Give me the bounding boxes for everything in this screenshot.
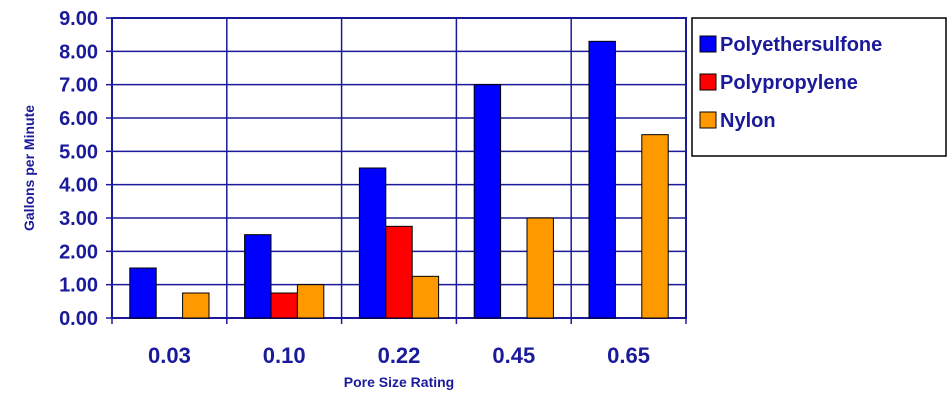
legend-label: Polypropylene <box>720 72 858 94</box>
y-tick-label: 5.00 <box>59 141 98 163</box>
x-tick-label: 0.65 <box>607 343 650 368</box>
x-tick-label: 0.22 <box>378 343 421 368</box>
x-tick-label: 0.45 <box>492 343 535 368</box>
bar-nylon-0.45 <box>526 217 554 319</box>
legend: Polyethersulfone Polypropylene Nylon <box>691 17 947 157</box>
y-tick-labels: 0.00 1.00 2.00 3.00 4.00 5.00 6.00 7.00 8.00 9.00 <box>59 8 98 330</box>
legend-swatch <box>699 35 717 53</box>
y-tick-label: 2.00 <box>59 241 98 263</box>
bar-polyethersulfone-0.45 <box>473 84 502 319</box>
bars <box>129 40 669 319</box>
bar-polyethersulfone-0.22 <box>358 167 387 319</box>
legend-swatch <box>699 111 717 129</box>
bar-nylon-0.10 <box>296 284 325 319</box>
y-tick-label: 8.00 <box>59 41 98 63</box>
x-tick-label: 0.03 <box>148 343 191 368</box>
x-tick-labels: 0.03 0.10 0.22 0.45 0.65 <box>148 343 650 368</box>
x-tick-label: 0.10 <box>263 343 306 368</box>
y-tick-label: 7.00 <box>59 75 98 97</box>
y-tick-label: 3.00 <box>59 208 98 230</box>
y-tick-label: 1.00 <box>59 275 98 297</box>
legend-label: Nylon <box>720 110 776 132</box>
y-axis-title: Gallons per Minute <box>21 105 37 231</box>
bar-nylon-0.65 <box>641 134 669 319</box>
bar-polyethersulfone-0.65 <box>588 40 616 319</box>
bar-polyethersulfone-0.03 <box>129 267 157 319</box>
bar-polyethersulfone-0.10 <box>244 234 272 319</box>
bar-nylon-0.22 <box>411 275 440 319</box>
legend-box <box>691 17 947 157</box>
y-tick-label: 6.00 <box>59 108 98 130</box>
bar-polypropylene-0.10 <box>270 292 298 319</box>
y-tick-label: 0.00 <box>59 308 98 330</box>
y-tick-label: 9.00 <box>59 8 98 30</box>
legend-label: Polyethersulfone <box>720 34 882 56</box>
y-tick-label: 4.00 <box>59 175 98 197</box>
x-axis-title: Pore Size Rating <box>344 374 454 390</box>
bar-polypropylene-0.22 <box>385 225 413 319</box>
bar-nylon-0.03 <box>182 292 210 319</box>
legend-swatch <box>699 73 717 91</box>
